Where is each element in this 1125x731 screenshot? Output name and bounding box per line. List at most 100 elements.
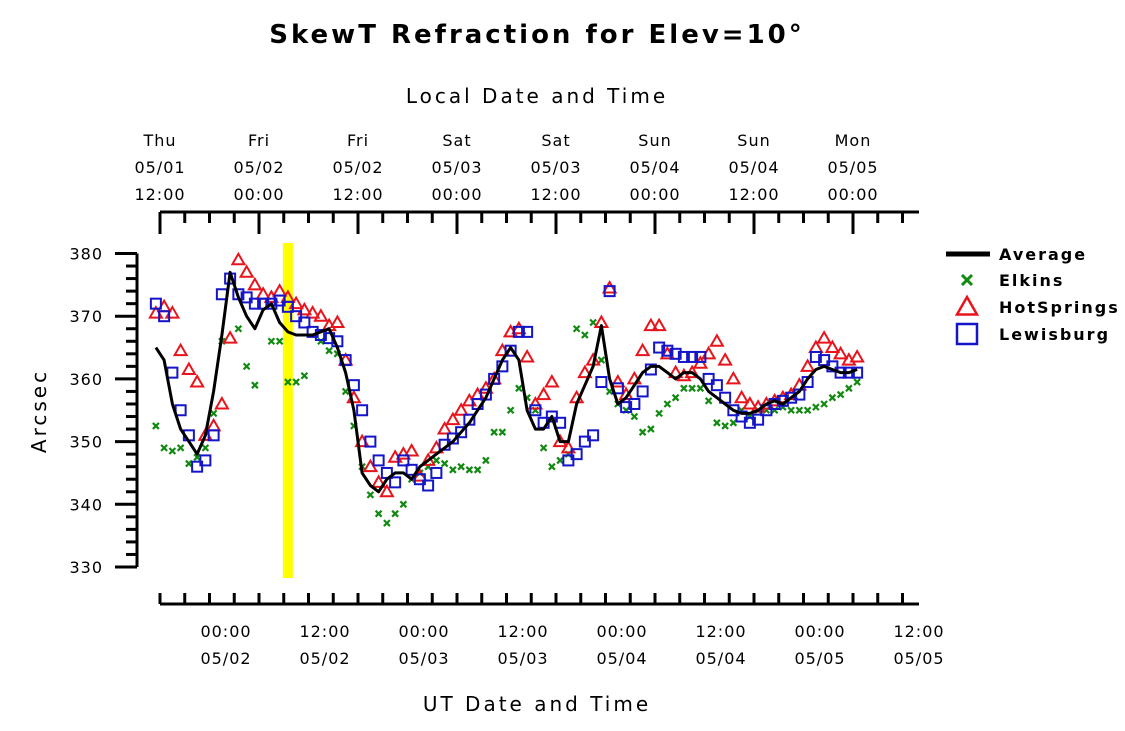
lewisburg-point bbox=[620, 401, 633, 414]
lewisburg-point bbox=[702, 372, 715, 385]
hotsprings-point bbox=[849, 348, 865, 363]
bottom-tick-date: 05/04 bbox=[695, 649, 746, 668]
elkins-point bbox=[803, 406, 812, 415]
lewisburg-point bbox=[677, 350, 690, 363]
lewisburg-point bbox=[512, 325, 525, 338]
top-tick-day: Sat bbox=[442, 131, 471, 150]
elkins-point bbox=[581, 331, 589, 339]
bottom-tick-time: 12:00 bbox=[299, 622, 350, 641]
elkins-point bbox=[688, 384, 696, 393]
elkins-point bbox=[341, 387, 350, 396]
top-tick-day: Mon bbox=[835, 131, 872, 150]
hotsprings-point bbox=[304, 305, 321, 319]
lewisburg-point bbox=[587, 429, 600, 442]
lewisburg-point bbox=[207, 429, 220, 442]
bottom-tick-date: 05/02 bbox=[200, 649, 251, 668]
elkins-point bbox=[366, 491, 375, 499]
bottom-tick-time: 00:00 bbox=[398, 622, 449, 641]
lewisburg-point bbox=[628, 397, 641, 410]
lewisburg-point bbox=[785, 391, 798, 404]
hotsprings-point bbox=[296, 301, 313, 316]
elkins-point bbox=[539, 444, 548, 452]
hotsprings-point bbox=[560, 439, 577, 454]
bottom-tick-time: 12:00 bbox=[893, 622, 944, 641]
lewisburg-point bbox=[529, 404, 542, 417]
bottom-tick-date: 05/05 bbox=[794, 649, 845, 668]
elkins-point bbox=[671, 393, 680, 402]
lewisburg-point bbox=[413, 473, 426, 486]
elkins-point bbox=[853, 378, 861, 386]
lewisburg-point bbox=[389, 476, 402, 489]
elkins-point bbox=[374, 509, 383, 518]
elkins-point bbox=[795, 406, 804, 415]
elkins-point bbox=[160, 444, 168, 452]
hotsprings-point bbox=[577, 364, 593, 379]
hotsprings-point bbox=[709, 333, 725, 347]
elkins-point bbox=[721, 422, 729, 430]
legend-label-hotsprings: HotSprings bbox=[999, 298, 1120, 317]
lewisburg-point bbox=[661, 344, 674, 357]
top-tick-time: 12:00 bbox=[530, 185, 581, 204]
lewisburg-point bbox=[669, 347, 682, 360]
top-tick-day: Sun bbox=[737, 131, 770, 150]
bottom-tick-date: 05/02 bbox=[299, 649, 350, 668]
elkins-point bbox=[589, 318, 597, 327]
lewisburg-point bbox=[809, 350, 822, 363]
top-tick-day: Sun bbox=[638, 131, 671, 150]
elkins-point bbox=[292, 378, 300, 386]
lewisburg-point bbox=[281, 300, 294, 313]
hotsprings-point bbox=[453, 402, 469, 416]
top-tick-day: Fri bbox=[248, 131, 270, 150]
hotsprings-point bbox=[238, 264, 255, 278]
hotsprings-point bbox=[601, 279, 618, 294]
hotsprings-point bbox=[717, 352, 733, 366]
lewisburg-point bbox=[504, 344, 517, 357]
top-tick-day: Fri bbox=[347, 131, 369, 150]
lewisburg-point bbox=[364, 435, 377, 448]
bottom-tick-time: 12:00 bbox=[497, 622, 548, 641]
hotsprings-point bbox=[634, 342, 651, 357]
elkins-point bbox=[432, 456, 441, 465]
elkins-point bbox=[176, 444, 185, 452]
elkins-point bbox=[391, 509, 399, 518]
elkins-point bbox=[300, 371, 309, 380]
bottom-axis-title: UT Date and Time bbox=[423, 692, 651, 716]
lewisburg-point bbox=[521, 325, 534, 338]
hotsprings-point bbox=[832, 345, 849, 360]
elkins-point bbox=[663, 400, 672, 408]
hotsprings-point bbox=[725, 370, 742, 385]
elkins-point bbox=[647, 425, 655, 433]
lewisburg-point bbox=[488, 372, 501, 385]
elkins-point bbox=[440, 459, 449, 468]
lewisburg-point bbox=[636, 385, 649, 398]
lewisburg-point bbox=[298, 316, 311, 329]
elkins-point bbox=[820, 400, 828, 408]
y-tick-label: 330 bbox=[69, 558, 103, 577]
hotsprings-point bbox=[313, 308, 329, 322]
elkins-point bbox=[548, 462, 556, 471]
elkins-point bbox=[251, 381, 259, 389]
elkins-point bbox=[556, 456, 564, 465]
lewisburg-point bbox=[372, 454, 385, 467]
bottom-tick-time: 00:00 bbox=[596, 622, 647, 641]
hotsprings-point bbox=[544, 374, 560, 388]
lewisburg-point bbox=[595, 376, 608, 389]
lewisburg-point bbox=[735, 410, 748, 423]
lewisburg-point bbox=[752, 413, 765, 426]
elkins-point bbox=[193, 453, 201, 462]
hotsprings-point bbox=[651, 317, 667, 332]
elkins-point bbox=[713, 419, 721, 427]
top-tick-date: 05/02 bbox=[332, 158, 383, 177]
hotsprings-point bbox=[230, 251, 247, 266]
elkins-point bbox=[696, 384, 705, 393]
lewisburg-point bbox=[199, 454, 212, 467]
y-axis-label: Arcsec bbox=[27, 369, 51, 453]
elkins-point bbox=[201, 444, 210, 452]
top-tick-day: Sat bbox=[541, 131, 570, 150]
lewisburg-point bbox=[727, 404, 740, 417]
hotsprings-point bbox=[610, 374, 626, 388]
series-layer bbox=[148, 251, 865, 527]
top-tick-date: 05/03 bbox=[530, 158, 581, 177]
top-tick-date: 05/01 bbox=[134, 158, 185, 177]
